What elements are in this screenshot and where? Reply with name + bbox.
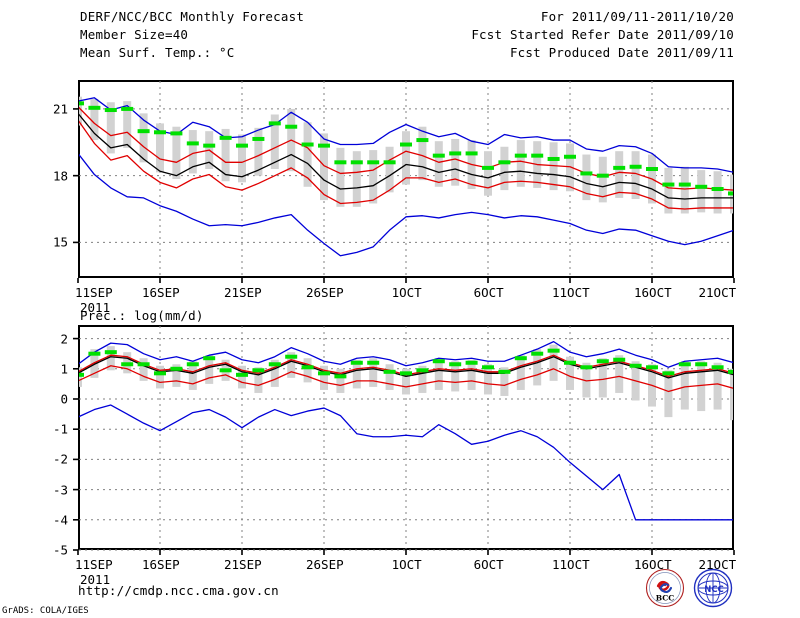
source-url[interactable]: http://cmdp.ncc.cma.gov.cn	[78, 583, 279, 598]
y-axis-tick-label: 0	[60, 391, 68, 407]
y-axis-tick-label: -1	[52, 421, 68, 437]
y-axis-tick-label: -3	[52, 482, 68, 498]
series-line	[79, 97, 733, 173]
member-size-label: Member Size=40	[80, 27, 189, 42]
x-axis-tick-label: 11SEP	[75, 285, 113, 300]
logo-group: BCC NCC	[645, 568, 750, 608]
ncc-logo-icon: NCC	[693, 568, 733, 608]
series-group-precipitation	[79, 340, 733, 521]
x-axis-tick-label: 16OCT	[634, 285, 672, 300]
variable-label-temperature: Mean Surf. Temp.: °C	[80, 45, 235, 60]
x-axis-tick-label: 11SEP	[75, 557, 113, 572]
x-axis-tick-label: 21OCT	[698, 285, 737, 300]
bcc-logo-text: BCC	[656, 594, 674, 603]
chart-precipitation	[0, 300, 800, 570]
x-axis-tick-label: 26SEP	[306, 285, 344, 300]
y-axis-tick-label: -5	[52, 542, 68, 558]
plot-canvas-precipitation	[73, 326, 735, 555]
y-axis-tick-label: 15	[52, 234, 68, 250]
y-axis-tick-label: 18	[52, 168, 68, 184]
y-axis-tick-label: 21	[52, 101, 68, 117]
x-axis-tick-label: 21SEP	[224, 557, 262, 572]
x-axis-tick-label: 16SEP	[142, 557, 180, 572]
series-line	[79, 153, 733, 257]
x-axis-tick-label: 21SEP	[224, 285, 262, 300]
bcc-logo-icon: BCC	[645, 568, 685, 608]
grads-credit: GrADS: COLA/IGES	[2, 606, 89, 616]
series-line	[79, 356, 733, 379]
x-axis-tick-label: 11OCT	[552, 285, 590, 300]
forecast-produced-date-label: Fcst Produced Date 2011/09/11	[509, 45, 734, 60]
observed-dashes	[79, 348, 733, 379]
y-axis-tick-label: -2	[52, 451, 68, 467]
series-line	[79, 106, 733, 191]
series-group-temperature	[79, 96, 733, 257]
y-axis-tick-label: 2	[60, 331, 68, 347]
forecast-started-date-label: Fcst Started Refer Date 2011/09/10	[471, 27, 734, 42]
series-line	[79, 365, 733, 393]
x-axis-tick-label: 1OCT	[391, 285, 422, 300]
spread-bars	[79, 96, 733, 214]
forecast-range-label: For 2011/09/11-2011/10/20	[540, 9, 734, 24]
y-axis-tick-label: -4	[52, 512, 68, 528]
x-axis-tick-label: 6OCT	[473, 557, 504, 572]
x-axis-tick-label: 16SEP	[142, 285, 180, 300]
x-axis-tick-label: 21OCT	[698, 557, 737, 572]
x-axis-tick-label: 16OCT	[634, 557, 672, 572]
x-axis-year-label: 2011	[80, 300, 111, 315]
y-axis-tick-label: 1	[60, 361, 68, 377]
observed-dashes	[79, 101, 733, 196]
series-line	[79, 404, 733, 521]
series-line	[79, 340, 733, 368]
series-line	[79, 113, 733, 200]
chart-temperature	[0, 0, 800, 300]
plot-canvas-temperature	[73, 81, 735, 283]
ncc-logo-text: NCC	[704, 585, 724, 595]
series-line	[79, 120, 733, 210]
variable-label-precipitation: Prec.: log(mm/d)	[80, 308, 204, 323]
x-axis-tick-label: 11OCT	[552, 557, 590, 572]
x-axis-year-label: 2011	[80, 572, 111, 587]
x-axis-tick-label: 6OCT	[473, 285, 504, 300]
x-axis-tick-label: 1OCT	[391, 557, 422, 572]
x-axis-tick-label: 26SEP	[306, 557, 344, 572]
page-title: DERF/NCC/BCC Monthly Forecast	[80, 9, 305, 24]
